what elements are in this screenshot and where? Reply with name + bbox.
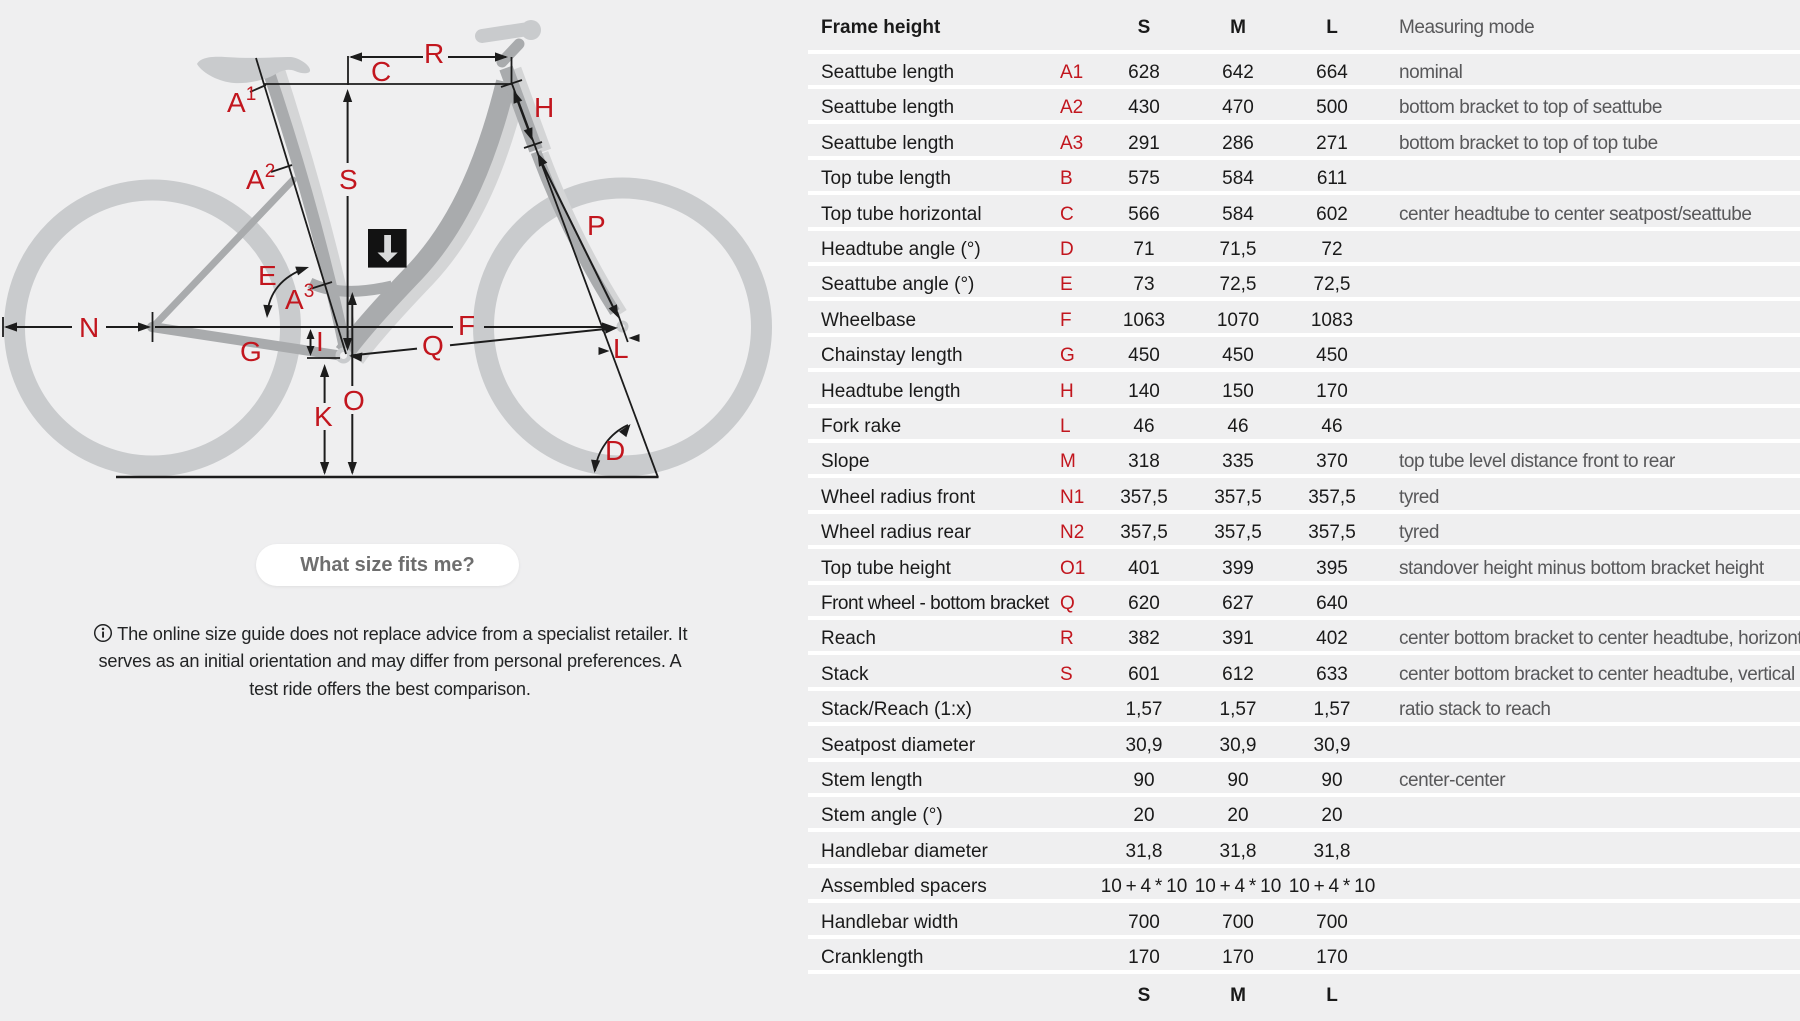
svg-text:H: H [534, 92, 554, 123]
svg-text:A1: A1 [227, 84, 256, 118]
svg-text:O: O [343, 385, 365, 416]
svg-text:K: K [314, 401, 333, 432]
svg-text:L: L [613, 333, 629, 364]
svg-text:C: C [371, 56, 391, 87]
svg-text:S: S [339, 164, 358, 195]
svg-text:P: P [587, 210, 606, 241]
svg-text:N: N [79, 312, 99, 343]
svg-text:I: I [316, 326, 324, 357]
svg-text:E: E [258, 260, 277, 291]
svg-text:G: G [240, 336, 262, 367]
svg-text:F: F [458, 310, 475, 341]
svg-text:Q: Q [422, 330, 444, 361]
svg-text:A3: A3 [285, 281, 314, 315]
svg-text:D: D [605, 435, 625, 466]
svg-text:R: R [424, 38, 444, 69]
svg-text:A2: A2 [246, 161, 275, 195]
